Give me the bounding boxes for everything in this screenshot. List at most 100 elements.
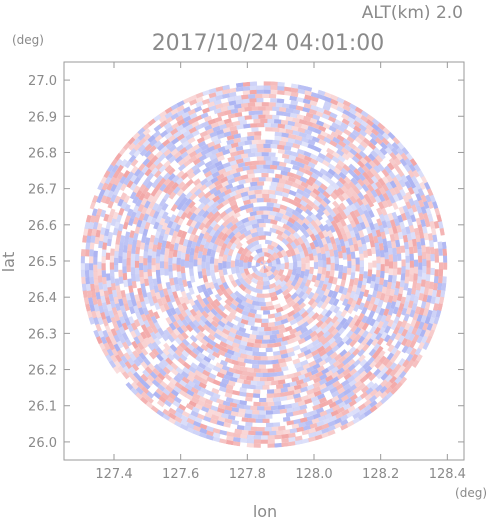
radar-cell <box>102 329 109 338</box>
radar-cell <box>206 287 214 296</box>
radar-cell <box>408 163 416 172</box>
radar-cell <box>409 225 415 233</box>
radar-cell <box>302 275 309 284</box>
radar-cell <box>243 199 251 206</box>
radar-cell <box>214 160 223 168</box>
radar-cell <box>293 247 300 255</box>
radar-cell <box>125 347 133 356</box>
radar-cell <box>429 316 436 325</box>
radar-cell <box>335 180 344 189</box>
radar-cell <box>411 303 418 311</box>
radar-cell <box>393 232 400 241</box>
radar-cell <box>363 250 368 258</box>
radar-cell <box>357 280 363 289</box>
radar-cell <box>226 294 234 303</box>
radar-cell <box>352 173 361 182</box>
radar-cell <box>216 164 225 172</box>
radar-cell <box>141 235 147 243</box>
radar-cell <box>306 246 313 255</box>
radar-cell <box>384 325 392 334</box>
radar-cell <box>334 353 343 362</box>
radar-cell <box>355 182 363 191</box>
radar-cell <box>216 398 224 405</box>
radar-cell <box>205 268 211 277</box>
radar-cell <box>248 430 256 436</box>
radar-cell <box>183 115 192 123</box>
radar-cell <box>111 164 119 173</box>
radar-cell <box>226 241 233 250</box>
radar-cell <box>288 233 297 242</box>
radar-cell <box>138 138 146 146</box>
radar-cell <box>380 366 389 375</box>
radar-cell <box>354 380 363 388</box>
radar-cell <box>233 290 242 299</box>
radar-cell <box>282 187 291 194</box>
radar-cell <box>252 351 260 357</box>
y-unit-label: (deg) <box>12 33 44 47</box>
radar-cell <box>356 215 364 224</box>
radar-cell <box>299 204 308 213</box>
radar-cell <box>426 267 431 275</box>
radar-cell <box>222 170 231 178</box>
radar-cell <box>163 373 172 381</box>
radar-cell <box>86 235 92 243</box>
radar-cell <box>311 312 320 321</box>
radar-cell <box>319 246 326 255</box>
radar-cell <box>101 182 109 191</box>
radar-cell <box>305 133 314 141</box>
radar-cell <box>302 107 311 113</box>
radar-cell <box>244 413 252 419</box>
radar-cell <box>143 200 151 209</box>
radar-cell <box>414 320 421 329</box>
radar-cell <box>181 331 189 340</box>
radar-cell <box>85 303 91 312</box>
radar-cell <box>382 238 388 246</box>
radar-cell <box>306 388 315 396</box>
radar-cell <box>346 267 352 275</box>
radar-cell <box>385 391 394 400</box>
radar-cell <box>352 371 361 379</box>
radar-cell <box>149 371 158 380</box>
radar-cell <box>259 352 267 357</box>
radar-cell <box>209 187 218 195</box>
radar-cell <box>160 296 168 305</box>
radar-cell <box>330 315 339 324</box>
radar-cell <box>375 270 381 278</box>
radar-cell <box>206 128 215 135</box>
radar-cell <box>267 244 275 251</box>
radar-cell <box>120 183 127 192</box>
radar-cell <box>137 287 143 296</box>
radar-cell <box>234 193 243 200</box>
radar-cell <box>323 96 332 103</box>
radar-cell <box>241 310 249 317</box>
radar-cell <box>291 224 300 233</box>
radar-cell <box>273 350 281 356</box>
radar-cell <box>130 211 137 220</box>
radar-cell <box>214 306 223 315</box>
radar-cell <box>266 376 275 382</box>
radar-cell <box>283 229 292 237</box>
radar-cell <box>135 274 141 282</box>
radar-cell <box>239 227 248 235</box>
radar-cell <box>219 210 228 219</box>
radar-cell <box>113 343 121 352</box>
radar-cell <box>336 101 345 109</box>
radar-cell <box>405 201 412 210</box>
radar-cell <box>329 249 335 257</box>
radar-cell <box>173 130 182 139</box>
radar-cell <box>162 366 171 375</box>
radar-cell <box>335 323 344 332</box>
radar-cell <box>257 297 265 303</box>
radar-cell <box>212 125 221 133</box>
radar-cell <box>300 382 309 389</box>
radar-cell <box>306 184 315 192</box>
radar-cell <box>237 107 246 113</box>
radar-cell <box>165 281 172 290</box>
radar-cell <box>201 254 207 262</box>
radar-cell <box>208 105 217 112</box>
radar-cell <box>412 186 420 195</box>
radar-cell <box>412 245 418 254</box>
radar-cell <box>300 141 309 148</box>
radar-cell <box>197 271 203 279</box>
radar-cell <box>138 192 146 201</box>
